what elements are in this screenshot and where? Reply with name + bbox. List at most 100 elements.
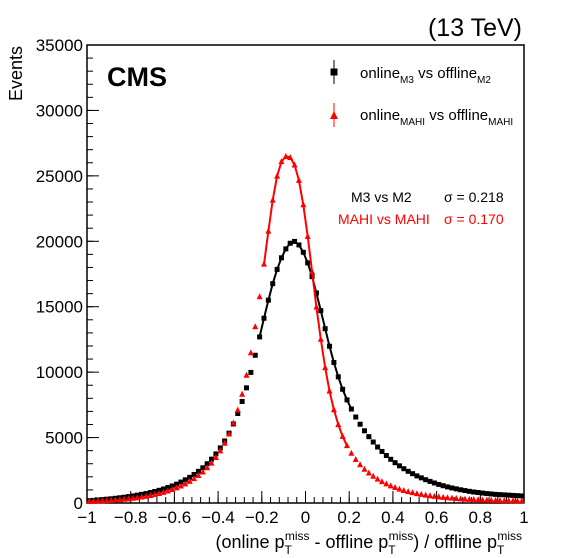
y-axis-title: Events [6,46,26,101]
data-point-mahi [330,406,337,413]
data-point-m3 [488,491,494,497]
data-point-mahi [405,488,412,495]
experiment-label: CMS [107,62,167,92]
data-point-mahi [344,442,351,449]
data-point-m3 [427,478,433,484]
x-tick-label: −0.2 [245,508,279,527]
data-point-mahi [164,487,171,494]
data-point-mahi [138,493,145,500]
data-point-m3 [292,238,298,244]
data-point-m3 [318,308,324,314]
legend: onlineM3 vs offlineM2 onlineMAHI vs offl… [330,60,513,128]
annotation-mahi-label: MAHI vs MAHI [338,211,430,227]
data-point-mahi [413,490,420,497]
data-point-m3 [449,485,455,491]
annotation-m3-label: M3 vs M2 [351,189,412,205]
data-point-mahi [422,491,429,498]
x-tick-label: −1 [77,508,96,527]
data-point-mahi [173,484,180,491]
data-point-m3 [261,315,267,321]
data-point-m3 [200,465,206,471]
data-point-mahi [169,486,176,493]
data-point-m3 [414,473,420,479]
data-point-m3 [401,466,407,472]
data-point-m3 [519,493,525,499]
data-point-m3 [274,266,280,272]
data-point-mahi [479,496,486,503]
data-point-mahi [400,486,407,493]
data-point-m3 [248,369,254,375]
data-point-m3 [348,406,354,412]
data-point-m3 [375,444,381,450]
x-tick-label: 0.8 [468,508,492,527]
data-point-mahi [361,465,368,472]
data-point-mahi [252,323,259,330]
data-point-m3 [296,242,302,248]
y-tick-label: 20000 [36,232,83,251]
y-tick-label: 0 [74,494,83,513]
data-point-m3 [410,471,416,477]
data-point-mahi [142,492,149,499]
data-point-m3 [445,484,451,490]
data-point-mahi [392,484,399,491]
data-point-mahi [208,459,215,466]
data-point-mahi [182,480,189,487]
data-point-mahi [260,260,267,267]
data-point-mahi [492,496,499,503]
data-point-mahi [234,406,241,413]
data-point-m3 [313,290,319,296]
data-point-mahi [453,494,460,501]
data-point-mahi [217,447,224,454]
data-point-mahi [475,496,482,503]
data-point-m3 [396,463,402,469]
data-point-m3 [431,480,437,486]
data-point-mahi [483,496,490,503]
data-point-mahi [103,497,110,504]
data-point-mahi [365,469,372,476]
data-point-mahi [86,498,93,505]
data-point-mahi [431,492,438,499]
data-point-m3 [340,386,346,392]
data-point-mahi [488,496,495,503]
data-point-m3 [471,489,477,495]
x-tick-label: −0.4 [201,508,235,527]
annotation-mahi-sigma: σ = 0.170 [444,211,504,227]
data-point-mahi [147,491,154,498]
data-point-m3 [244,385,250,391]
annotation-m3-sigma: σ = 0.218 [444,189,504,205]
data-point-mahi [357,461,364,468]
data-point-m3 [252,352,258,358]
data-point-mahi [352,456,359,463]
data-point-mahi [247,349,254,356]
data-point-m3 [458,487,464,493]
data-point-m3 [353,414,359,420]
data-point-m3 [278,255,284,261]
data-point-mahi [462,495,469,502]
data-point-m3 [392,460,398,466]
data-point-mahi [518,497,525,504]
data-point-m3 [335,374,341,380]
data-point-m3 [497,492,503,498]
data-point-m3 [462,488,468,494]
data-point-mahi [151,491,158,498]
legend-entry-mahi: onlineMAHI vs offlineMAHI [330,103,513,128]
data-point-m3 [209,456,215,462]
data-point-m3 [361,428,367,434]
data-point-mahi [243,371,250,378]
data-point-m3 [300,249,306,255]
x-tick-label: 0.2 [337,508,361,527]
data-point-mahi [134,494,141,501]
data-point-mahi [199,468,206,475]
data-point-mahi [427,492,434,499]
energy-label: (13 TeV) [428,14,522,42]
fit-curve-m3 [258,240,353,410]
axis-ticks: −1 −0.8 −0.6 −0.4 −0.2 0 0.2 0.4 0.6 0.8 1 0 5000 100… [36,36,529,527]
data-point-mahi [313,303,320,310]
data-point-m3 [383,452,389,458]
y-tick-label: 10000 [36,363,83,382]
data-point-mahi [221,439,228,446]
data-point-m3 [270,281,276,287]
data-point-mahi [269,196,276,203]
data-point-mahi [90,497,97,504]
data-point-mahi [448,494,455,501]
